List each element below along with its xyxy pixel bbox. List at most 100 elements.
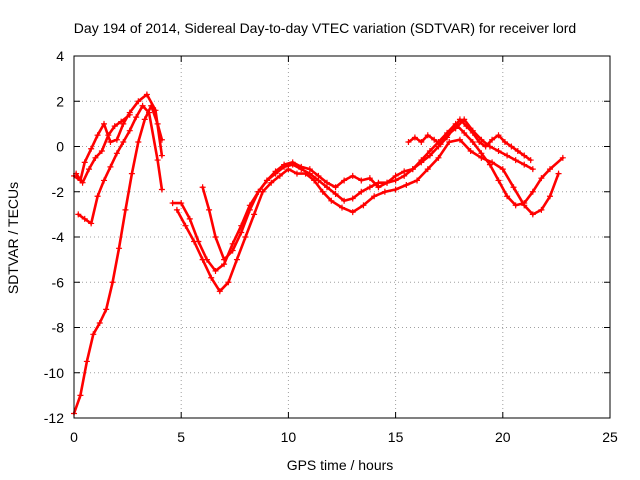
series-line xyxy=(201,118,535,261)
series-line xyxy=(72,93,164,182)
data-point xyxy=(521,200,528,207)
data-point xyxy=(555,170,562,177)
data-point xyxy=(206,206,213,213)
data-point xyxy=(392,172,399,179)
data-point xyxy=(504,152,511,159)
y-tick-label: -10 xyxy=(44,365,64,381)
data-point xyxy=(169,200,176,207)
data-point xyxy=(101,120,108,127)
data-point xyxy=(88,145,95,152)
data-point xyxy=(424,132,431,139)
data-point xyxy=(242,234,249,240)
data-point xyxy=(182,222,189,229)
x-axis-label: GPS time / hours xyxy=(287,457,394,473)
data-point xyxy=(424,166,431,173)
y-tick-label: -6 xyxy=(52,274,65,290)
data-point xyxy=(512,202,519,209)
data-point xyxy=(360,202,367,209)
data-point xyxy=(107,163,114,170)
data-point xyxy=(521,161,528,168)
data-point xyxy=(109,279,116,286)
data-point xyxy=(495,148,502,155)
data-point xyxy=(101,177,108,184)
data-point xyxy=(255,188,262,195)
y-tick-label: -2 xyxy=(52,184,65,200)
data-point xyxy=(113,136,120,143)
series-track-h xyxy=(405,116,534,164)
grid xyxy=(74,56,610,418)
data-point xyxy=(495,177,502,184)
data-point xyxy=(529,188,536,195)
data-point xyxy=(341,177,348,184)
data-point xyxy=(90,331,97,338)
data-point xyxy=(285,166,292,173)
data-point xyxy=(120,138,127,145)
data-point xyxy=(315,172,322,179)
data-point xyxy=(358,177,365,184)
data-point xyxy=(510,184,517,191)
data-point xyxy=(482,143,489,150)
data-point xyxy=(489,136,496,143)
data-point xyxy=(212,267,219,274)
data-point xyxy=(409,166,416,173)
data-point xyxy=(559,154,566,161)
data-point xyxy=(152,107,159,114)
data-point xyxy=(141,116,148,123)
data-point xyxy=(499,166,506,173)
data-point xyxy=(146,109,153,116)
data-point xyxy=(375,184,382,191)
data-point xyxy=(229,247,236,254)
data-point xyxy=(158,152,165,159)
data-point xyxy=(263,177,270,184)
series-track-e xyxy=(173,136,562,295)
data-point xyxy=(75,211,82,218)
data-point xyxy=(384,179,391,186)
y-tick-label: -8 xyxy=(52,320,65,336)
data-point xyxy=(251,211,258,218)
data-point xyxy=(341,197,348,204)
data-point xyxy=(501,138,508,145)
x-tick-label: 15 xyxy=(388,429,404,445)
data-point xyxy=(208,274,215,281)
data-point xyxy=(527,157,534,164)
x-tick-label: 25 xyxy=(602,429,618,445)
data-point xyxy=(98,148,105,155)
data-point xyxy=(92,154,99,161)
data-point xyxy=(431,136,438,143)
data-point xyxy=(212,234,219,240)
data-point xyxy=(88,220,95,227)
data-point xyxy=(246,206,253,213)
data-point xyxy=(128,170,135,177)
data-point xyxy=(437,141,444,148)
data-point xyxy=(405,138,412,145)
x-tick-label: 0 xyxy=(70,429,78,445)
data-point xyxy=(195,238,202,245)
data-point xyxy=(319,188,326,195)
y-tick-label: -4 xyxy=(52,229,65,245)
y-axis-label: SDTVAR / TECUs xyxy=(5,182,21,294)
data-point xyxy=(508,143,515,150)
y-tick-label: 4 xyxy=(56,48,64,64)
data-point xyxy=(332,184,339,191)
data-point xyxy=(135,98,142,105)
data-point xyxy=(203,256,210,263)
data-point xyxy=(139,102,146,109)
data-point xyxy=(366,184,373,191)
series-track-g xyxy=(199,116,536,263)
data-point xyxy=(328,197,335,204)
data-point xyxy=(538,175,545,182)
series-line xyxy=(171,122,565,273)
data-point xyxy=(426,152,433,159)
data-point xyxy=(116,245,123,252)
data-point xyxy=(83,358,90,365)
data-point xyxy=(495,132,502,139)
data-point xyxy=(546,166,553,173)
data-point xyxy=(371,193,378,200)
data-point xyxy=(289,159,296,166)
data-point xyxy=(456,136,463,143)
data-point xyxy=(107,138,114,145)
x-tick-label: 5 xyxy=(177,429,185,445)
data-point xyxy=(199,184,206,191)
data-point xyxy=(349,209,356,216)
